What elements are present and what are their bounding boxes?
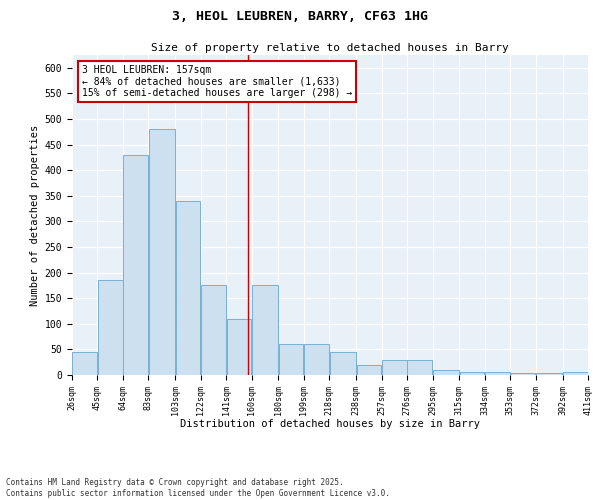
Bar [279, 344, 304, 375]
Bar [433, 370, 459, 375]
Text: 3 HEOL LEUBREN: 157sqm
← 84% of detached houses are smaller (1,633)
15% of semi-: 3 HEOL LEUBREN: 157sqm ← 84% of detached… [82, 64, 353, 98]
Bar [73, 352, 97, 375]
Title: Size of property relative to detached houses in Barry: Size of property relative to detached ho… [151, 43, 509, 53]
Bar [382, 360, 407, 375]
Bar [485, 372, 510, 375]
Bar [149, 129, 175, 375]
Text: 3, HEOL LEUBREN, BARRY, CF63 1HG: 3, HEOL LEUBREN, BARRY, CF63 1HG [172, 10, 428, 23]
Bar [563, 372, 587, 375]
Bar [304, 344, 329, 375]
Bar [356, 365, 381, 375]
Y-axis label: Number of detached properties: Number of detached properties [31, 124, 40, 306]
Bar [460, 372, 484, 375]
Bar [536, 374, 562, 375]
Bar [201, 286, 226, 375]
Bar [511, 374, 535, 375]
Bar [98, 280, 122, 375]
Bar [252, 286, 278, 375]
Bar [124, 155, 148, 375]
X-axis label: Distribution of detached houses by size in Barry: Distribution of detached houses by size … [180, 419, 480, 429]
Bar [407, 360, 432, 375]
Bar [227, 318, 251, 375]
Bar [176, 201, 200, 375]
Text: Contains HM Land Registry data © Crown copyright and database right 2025.
Contai: Contains HM Land Registry data © Crown c… [6, 478, 390, 498]
Bar [330, 352, 356, 375]
